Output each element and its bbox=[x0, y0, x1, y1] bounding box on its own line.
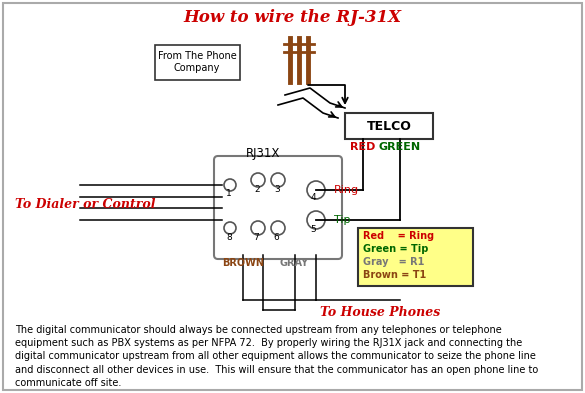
Text: 6: 6 bbox=[273, 233, 279, 242]
Text: Tip: Tip bbox=[334, 215, 350, 225]
Circle shape bbox=[224, 179, 236, 191]
Text: 8: 8 bbox=[226, 233, 232, 242]
Text: How to wire the RJ-31X: How to wire the RJ-31X bbox=[183, 9, 401, 26]
Text: 4: 4 bbox=[310, 193, 316, 202]
Text: To Dialer or Control: To Dialer or Control bbox=[15, 198, 156, 211]
Text: 3: 3 bbox=[274, 185, 280, 195]
Text: 7: 7 bbox=[253, 233, 259, 242]
Text: RJ31X: RJ31X bbox=[246, 147, 280, 160]
Text: Ring: Ring bbox=[334, 185, 359, 195]
Text: Gray   = R1: Gray = R1 bbox=[363, 257, 424, 267]
Circle shape bbox=[271, 173, 285, 187]
Text: BROWN: BROWN bbox=[222, 258, 264, 268]
Circle shape bbox=[224, 222, 236, 234]
Text: The digital communicator should always be connected upstream from any telephones: The digital communicator should always b… bbox=[15, 325, 538, 388]
Text: 1: 1 bbox=[226, 189, 232, 198]
Text: To House Phones: To House Phones bbox=[320, 307, 441, 320]
Text: TELCO: TELCO bbox=[367, 119, 411, 132]
Text: RED: RED bbox=[350, 142, 376, 152]
Text: Brown = T1: Brown = T1 bbox=[363, 270, 426, 280]
Bar bbox=[155, 45, 240, 80]
Text: 5: 5 bbox=[310, 226, 316, 235]
Bar bbox=[358, 228, 473, 286]
Circle shape bbox=[307, 211, 325, 229]
Text: 2: 2 bbox=[254, 185, 260, 195]
Text: GREEN: GREEN bbox=[379, 142, 421, 152]
Circle shape bbox=[307, 181, 325, 199]
Bar bbox=[345, 113, 433, 139]
Text: GRAY: GRAY bbox=[280, 258, 308, 268]
Text: Green = Tip: Green = Tip bbox=[363, 244, 428, 254]
FancyBboxPatch shape bbox=[214, 156, 342, 259]
Text: From The Phone
Company: From The Phone Company bbox=[157, 51, 236, 73]
Circle shape bbox=[251, 173, 265, 187]
Circle shape bbox=[271, 221, 285, 235]
Circle shape bbox=[251, 221, 265, 235]
Text: Red    = Ring: Red = Ring bbox=[363, 231, 434, 241]
